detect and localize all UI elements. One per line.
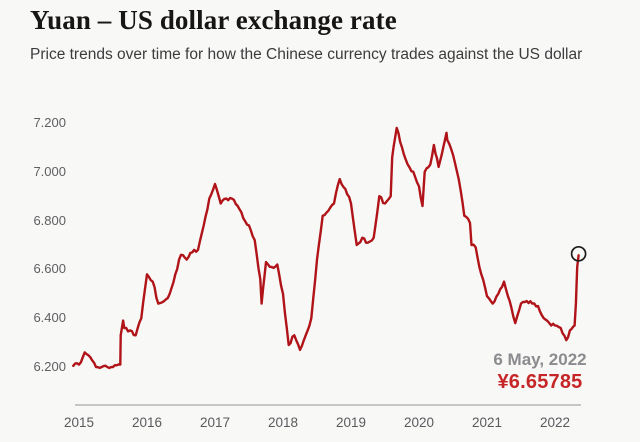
y-tick-label: 7.200 (33, 115, 66, 130)
x-tick-label: 2020 (403, 415, 435, 430)
y-tick-label: 6.800 (33, 212, 66, 228)
x-tick-label: 2022 (539, 415, 571, 430)
x-tick-label: 2017 (199, 415, 231, 430)
annotation-date: 6 May, 2022 (493, 350, 587, 369)
exchange-rate-line (72, 126, 580, 370)
page-subtitle: Price trends over time for how the Chine… (30, 46, 583, 63)
x-tick-label: 2016 (131, 415, 163, 430)
annotation-value: ¥6.65785 (497, 371, 583, 393)
x-tick-label: 2018 (267, 415, 299, 430)
x-tick-label: 2021 (471, 415, 503, 430)
page-title: Yuan – US dollar exchange rate (30, 5, 397, 35)
y-tick-label: 6.400 (33, 310, 66, 326)
x-tick-label: 2015 (63, 415, 95, 430)
y-tick-label: 6.600 (33, 261, 66, 277)
latest-point-marker-icon (570, 245, 587, 262)
x-tick-label: 2019 (335, 415, 367, 430)
y-tick-label: 7.000 (33, 163, 66, 179)
y-tick-label: 6.200 (33, 359, 66, 374)
